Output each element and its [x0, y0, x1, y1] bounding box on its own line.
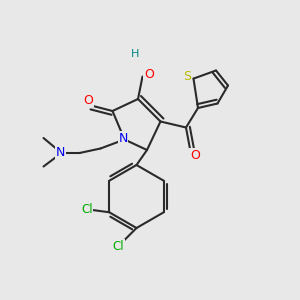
Text: O: O	[144, 68, 154, 82]
Text: O: O	[190, 148, 200, 162]
Text: Cl: Cl	[81, 203, 92, 216]
Text: H: H	[131, 49, 139, 59]
Text: N: N	[118, 132, 128, 145]
Text: N: N	[56, 146, 65, 160]
Text: S: S	[183, 70, 191, 83]
Text: Cl: Cl	[113, 239, 124, 253]
Text: O: O	[84, 94, 93, 107]
